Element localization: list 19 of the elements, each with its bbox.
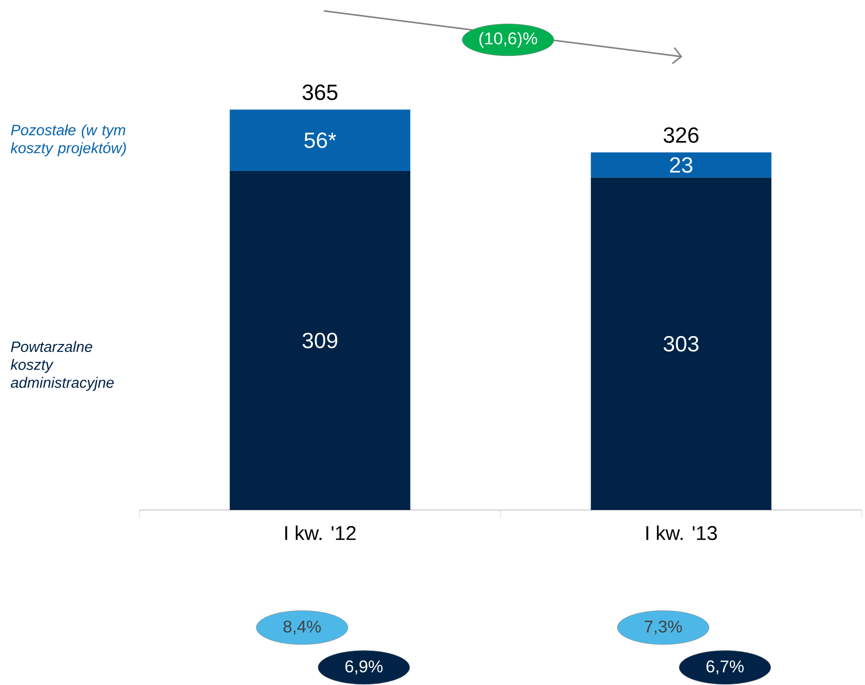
- data-label: 56*: [304, 132, 336, 148]
- text: Pozostałe (w tym koszty projektów): [10, 124, 126, 156]
- text: 7,3%: [644, 620, 682, 634]
- bar: [230, 109, 410, 171]
- text: (10,6)%: [479, 32, 538, 48]
- data-label: 303: [664, 336, 698, 352]
- bar: [230, 170, 410, 510]
- text: 6,7%: [706, 660, 744, 674]
- text: 6,9%: [345, 660, 383, 674]
- x-tick-label: I kw. '12: [285, 525, 356, 540]
- bar: [590, 152, 772, 178]
- bar: [590, 177, 772, 510]
- x-tick-label: I kw. '13: [646, 525, 717, 540]
- total-label: 326: [664, 127, 698, 143]
- text: Powtarzalne koszty administracyjne: [10, 340, 114, 391]
- data-label: 309: [302, 332, 338, 348]
- data-label: 23: [670, 157, 692, 173]
- total-label: 365: [302, 84, 338, 100]
- text: 8,4%: [284, 620, 321, 634]
